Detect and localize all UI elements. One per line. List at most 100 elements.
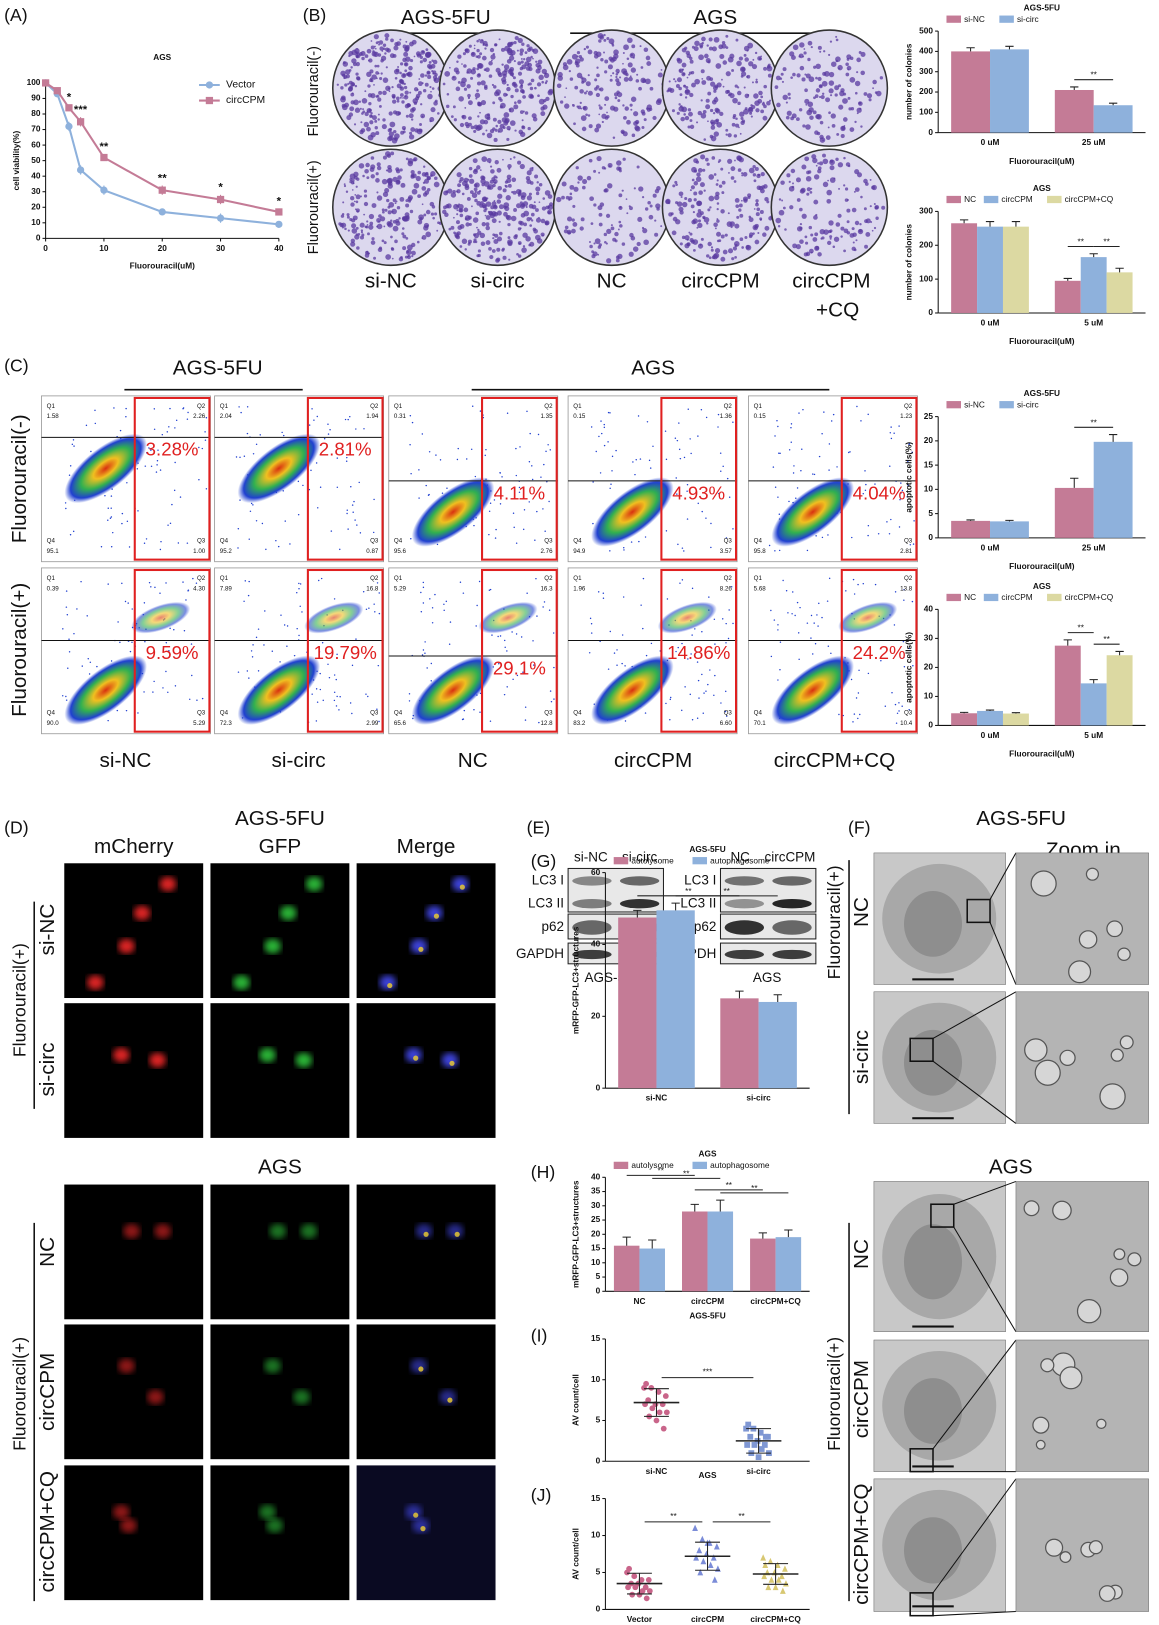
colony bbox=[714, 227, 717, 230]
cell-dot bbox=[621, 634, 624, 636]
colony bbox=[402, 234, 407, 239]
column-label: circCPM bbox=[614, 749, 692, 772]
colony bbox=[480, 178, 486, 184]
colony bbox=[525, 56, 532, 63]
colony bbox=[676, 58, 683, 64]
colony bbox=[720, 234, 725, 239]
colony bbox=[881, 205, 886, 210]
cell-dot bbox=[410, 538, 412, 540]
x-axis-label: Fluorouracil(uM) bbox=[1009, 561, 1075, 571]
colony bbox=[844, 187, 849, 191]
legend-swatch bbox=[692, 857, 708, 865]
colony bbox=[518, 189, 522, 192]
colony bbox=[612, 237, 617, 242]
cell-dot bbox=[721, 618, 724, 620]
colony bbox=[829, 230, 832, 233]
colony bbox=[371, 237, 375, 241]
colony bbox=[376, 217, 382, 223]
colony bbox=[630, 108, 633, 111]
colony bbox=[828, 220, 834, 226]
colony bbox=[717, 160, 720, 164]
colony bbox=[428, 60, 432, 64]
colony bbox=[725, 133, 728, 136]
colony bbox=[404, 90, 409, 95]
panel-label: (J) bbox=[531, 1485, 552, 1505]
colony bbox=[583, 47, 586, 51]
colony bbox=[613, 53, 619, 59]
cell-dot bbox=[694, 650, 697, 652]
colony bbox=[506, 83, 509, 87]
cell-dot bbox=[649, 467, 652, 469]
legend-swatch bbox=[946, 15, 961, 23]
cell-dot bbox=[456, 458, 459, 461]
colony bbox=[411, 255, 414, 258]
protein-label: p62 bbox=[541, 919, 563, 934]
image-frame bbox=[356, 1324, 496, 1460]
cell-dot bbox=[471, 405, 474, 407]
cell-dot bbox=[616, 664, 618, 666]
quadrant-value: 5.29 bbox=[193, 720, 206, 727]
cell-dot bbox=[603, 426, 606, 429]
colony bbox=[827, 240, 832, 246]
colony bbox=[828, 80, 835, 86]
tem-image bbox=[873, 1339, 1149, 1473]
colony bbox=[477, 115, 480, 118]
point bbox=[663, 1409, 670, 1416]
cell-dot bbox=[513, 526, 515, 529]
colony bbox=[606, 36, 610, 41]
x-tick-label: 25 uM bbox=[1082, 542, 1106, 552]
y-axis-label: cell viability(%) bbox=[11, 130, 21, 190]
colony bbox=[538, 74, 544, 81]
colony bbox=[519, 163, 525, 170]
colony bbox=[431, 87, 435, 90]
column-label: NC bbox=[597, 269, 627, 292]
zoom-box bbox=[966, 898, 991, 924]
colony bbox=[370, 40, 373, 42]
colony bbox=[423, 165, 426, 168]
colony bbox=[692, 218, 698, 224]
colony bbox=[694, 40, 700, 47]
colony bbox=[831, 61, 837, 67]
cell-dot bbox=[349, 415, 351, 418]
cell-dot bbox=[201, 447, 204, 450]
colony bbox=[359, 235, 365, 240]
cell-dot bbox=[790, 427, 792, 429]
point bbox=[76, 118, 85, 126]
colony bbox=[569, 77, 574, 81]
legend-marker bbox=[205, 96, 214, 105]
colony bbox=[417, 90, 422, 95]
colony bbox=[648, 107, 653, 112]
cell-dot bbox=[901, 705, 903, 707]
cell-dot bbox=[196, 699, 198, 701]
colony bbox=[398, 217, 401, 220]
colony bbox=[692, 239, 699, 245]
cell-dot bbox=[907, 460, 909, 463]
organelle bbox=[1098, 1585, 1116, 1602]
colony bbox=[804, 73, 807, 76]
cell-dot bbox=[898, 702, 900, 704]
colony bbox=[400, 182, 406, 188]
colony bbox=[370, 132, 376, 138]
colony bbox=[535, 208, 539, 212]
colony bbox=[715, 63, 722, 69]
colony bbox=[671, 109, 675, 113]
colony bbox=[493, 137, 498, 143]
cell-dot bbox=[365, 608, 368, 611]
cell-dot bbox=[727, 637, 730, 640]
cell-cluster bbox=[411, 655, 495, 725]
colony bbox=[680, 116, 685, 122]
cell-dot bbox=[722, 465, 724, 468]
zoom-box bbox=[909, 1037, 934, 1063]
colony bbox=[809, 248, 814, 254]
colony bbox=[706, 254, 710, 258]
cell-dot bbox=[286, 645, 288, 647]
colony bbox=[596, 66, 599, 69]
colony bbox=[748, 215, 752, 219]
cell-dot bbox=[652, 445, 654, 448]
cell-dot bbox=[107, 507, 109, 509]
colony bbox=[730, 176, 735, 180]
cell-dot bbox=[143, 691, 145, 693]
x-tick-label: 5 uM bbox=[1084, 730, 1103, 740]
colony bbox=[660, 225, 663, 228]
